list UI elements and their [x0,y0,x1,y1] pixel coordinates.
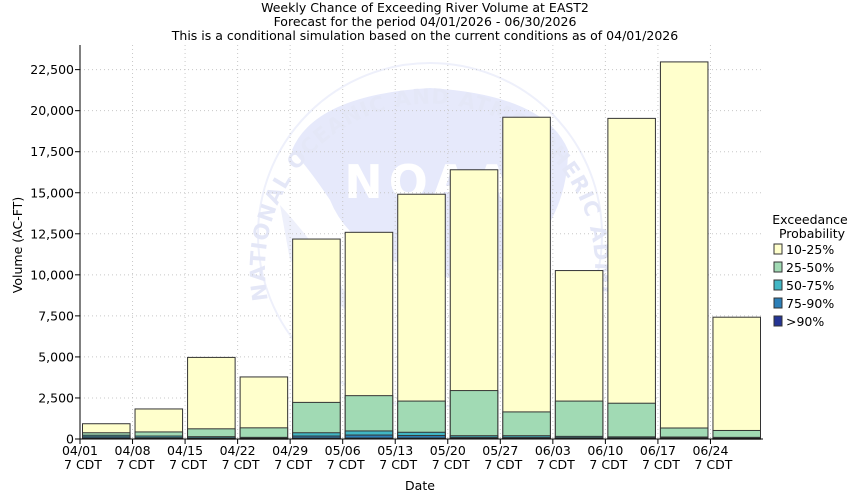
legend-swatch [773,279,783,291]
x-tick-label-date: 05/06 [325,443,361,458]
x-tick-label-time: 7 CDT [64,457,102,472]
bar-10-25--06-17 [659,61,709,440]
x-tick-label-date: 04/08 [115,443,151,458]
grid-lines [80,45,763,439]
x-tick-label-time: 7 CDT [274,457,312,472]
x-tick-label-time: 7 CDT [484,457,522,472]
y-tick-label: 2,500 [38,390,74,405]
bar-25-50--05-27 [502,411,551,440]
y-axis-label: Volume (AC-FT) [10,197,25,293]
y-axis: 0 2,500 5,000 7,500 10,000 12,500 15,000 17,500… [30,45,81,447]
y-tick-label: 7,500 [38,308,74,323]
x-tick-label-date: 04/15 [167,443,203,458]
x-tick-label-date: 04/01 [62,443,98,458]
legend-title-2: Probability [779,226,846,241]
bar-25-50--06-03 [554,400,604,440]
bar-10-25--05-27 [502,116,551,440]
bar-10-25--05-13 [397,193,446,440]
legend-label: 25-50% [786,260,834,275]
legend-label: 10-25% [786,242,834,257]
x-tick-label-time: 7 CDT [222,457,260,472]
x-tick-label-date: 05/13 [377,443,413,458]
x-axis-label: Date [405,478,435,493]
legend-items: 10-25% 25-50% 50-75% 75-90% >90% [773,242,834,329]
x-tick-label-date: 06/03 [535,443,571,458]
y-tick-label: 10,000 [30,267,74,282]
x-tick-label-time: 7 CDT [169,457,207,472]
bar-25-50--06-10 [607,402,656,440]
watermark-bird-shape [292,88,568,278]
x-tick-label-time: 7 CDT [589,457,627,472]
y-tick-label: 0 [66,432,74,447]
x-tick-label-time: 7 CDT [327,457,365,472]
legend-label: >90% [786,314,824,329]
x-tick-label-time: 7 CDT [695,457,733,472]
chart-title: Weekly Chance of Exceeding River Volume … [261,0,589,15]
x-tick-label-time: 7 CDT [642,457,680,472]
y-tick-label: 5,000 [38,349,74,364]
legend-title-1: Exceedance [772,212,848,227]
bar-25-50--05-20 [449,390,499,440]
x-tick-label-time: 7 CDT [537,457,575,472]
legend-swatch [773,297,783,309]
chart-subtitle-1: Forecast for the period 04/01/2026 - 06/… [274,14,577,29]
x-tick-label-date: 06/17 [640,443,676,458]
y-tick-label: 22,500 [30,62,74,77]
legend: Exceedance Probability 10-25% 25-50% 50-75… [772,212,848,329]
legend-label: 50-75% [786,278,834,293]
y-tick-label: 17,500 [30,144,74,159]
bar-10-25--04-15 [187,356,236,440]
legend-swatch [773,243,783,255]
x-tick-label-date: 05/20 [430,443,466,458]
bar-10-25--06-24 [712,316,762,440]
x-tick-label-time: 7 CDT [432,457,470,472]
y-tick-label: 12,500 [30,226,74,241]
bar-10-25--06-10 [607,117,656,440]
x-tick-label-date: 06/10 [587,443,623,458]
x-tick-label-date: 06/24 [692,443,728,458]
legend-label: 75-90% [786,296,834,311]
y-tick-label: 20,000 [30,103,74,118]
x-tick-label-date: 04/22 [220,443,256,458]
x-tick-label-date: 04/29 [272,443,308,458]
chart-subtitle-2: This is a conditional simulation based o… [171,28,678,43]
x-tick-label-time: 7 CDT [379,457,417,472]
legend-swatch [773,261,783,273]
x-tick-label-date: 05/27 [482,443,518,458]
x-tick-label-time: 7 CDT [117,457,155,472]
y-tick-label: 15,000 [30,185,74,200]
legend-swatch [773,315,783,327]
